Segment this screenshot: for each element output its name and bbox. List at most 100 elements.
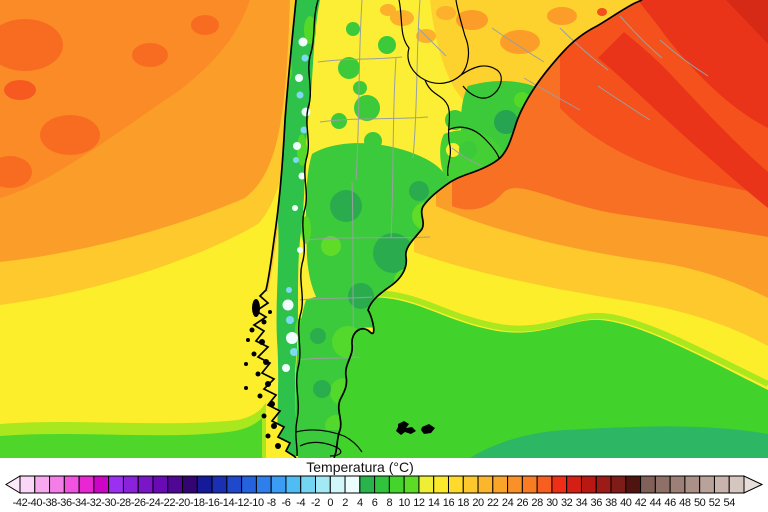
northwest-argentina-green-patches-shape [331,113,347,129]
islands [244,299,435,449]
brazil-red-spots-shape [597,8,607,16]
uruguay-brazil-border [447,126,500,159]
chilean-fjord-islands-shape [246,338,250,342]
colorbar-cell [152,475,169,494]
green-cold-spot [313,380,331,398]
chilean-fjord-islands-shape [261,413,267,419]
andes-ice-cyan-spots-shape [293,157,299,163]
misiones-border [460,65,502,99]
colorbar-tick-label: 44 [650,497,662,509]
chilean-fjord-islands-shape [257,393,263,399]
northwest-argentina-green-patches-shape [445,110,465,130]
admin-borders-shape [412,0,421,159]
colorbar-cell [654,475,671,494]
colorbar-cell [580,475,597,494]
green-cold-spot [494,110,518,134]
paraguay-border [398,0,470,85]
atlantic-yellow-green-front [316,290,768,387]
admin-borders-shape [317,56,403,63]
pacific-hottest-blob [4,80,36,100]
colorbar-cell [34,475,51,494]
colorbar-cell [418,475,435,494]
admin-borders-shape [659,39,709,77]
colorbar-cell [167,475,184,494]
pacific-hot-blob [0,19,63,71]
green-cold-spot [330,190,362,222]
legend-panel: Temperatura (°C) -42 -40 -38 -36 -34 -32 -30 -2… [0,458,768,512]
colorbar-tick-label: 50 [694,497,706,509]
colorbar-tick-label: -22 [160,497,175,509]
colorbar-cell [285,475,302,494]
colorbar-tick-label: -4 [296,497,305,509]
atlantic-teal-green-patch [470,426,768,458]
colorbar-cell [403,475,420,494]
admin-borders-shape [319,116,429,123]
colorbar-cell [49,475,65,494]
colorbar-cell [108,475,124,494]
colorbar-tick-label: 36 [591,497,603,509]
colorbar-cell [359,475,376,494]
colorbar-cell [315,475,331,494]
pacific-hot-blob [40,115,100,155]
colorbar-tick-label: -8 [267,497,276,509]
colorbar-tick-label: 0 [327,497,333,509]
colorbar-cell [640,475,656,494]
colorbar-title: Temperatura (°C) [306,459,414,475]
colorbar-tick-label: 16 [443,497,455,509]
colorbar-tick-label: 10 [398,497,410,509]
northwest-argentina-green-patches-shape [459,141,477,159]
colorbar-cell [728,475,745,494]
chilean-fjord-islands-shape [249,327,255,333]
colorbar-cell [477,475,494,494]
colorbar-tick-label: 20 [472,497,484,509]
andes-ice-cyan-spots-shape [300,126,308,134]
admin-borders-shape [559,27,609,71]
parana-river-border [424,79,452,177]
northwest-argentina-green-patches-shape [353,81,367,95]
pacific-ocean-bands [0,0,298,458]
chile-argentina-border [295,0,319,457]
colorbar-cell [507,475,523,494]
colorbar-cell [521,475,538,494]
brazil-red-spots [597,8,607,16]
colorbar-cell [19,475,36,494]
chilean-fjord-islands-shape [259,339,265,345]
north-argentina-orange-patches-shape [380,4,396,16]
andes-ice-cyan-spots-shape [290,348,298,356]
magellan-strait-line [295,429,363,453]
andes-ice-cyan-spots [286,54,309,356]
admin-borders-shape [355,0,363,181]
colorbar-tick-label: -20 [175,497,190,509]
andes-bright-green-streaks-shape [297,134,307,166]
colorbar-cell [536,475,553,494]
admin-borders-shape [299,296,373,301]
northwest-argentina-green-patches-shape [378,36,396,54]
colorbar-tick-label: 34 [576,497,588,509]
colorbar-tick-label: 18 [458,497,470,509]
colorbar-cell [374,475,390,494]
colorbar-cell [182,475,198,494]
colorbar-tick-label: -24 [146,497,161,509]
colorbar-tick-label: -16 [205,497,220,509]
andes-snow-spots-shape [293,142,301,150]
andes-snow-spots-shape [298,37,308,47]
colorbar-cell [492,475,509,494]
coastline [252,0,643,458]
colorbar-tick-label: 6 [372,497,378,509]
colorbar-tick-label: 24 [502,497,514,509]
colorbar-tick-label: -36 [57,497,72,509]
northwest-argentina-green-patches-shape [346,22,360,36]
atlantic-green-region [318,297,768,458]
colorbar-cell [344,475,361,494]
colorbar-cell [551,475,568,494]
green-cold-spot [310,328,326,344]
chilean-fjord-islands-shape [271,423,277,429]
colorbar-tick-label: -42 [13,497,28,509]
colorbar-tick-label: -40 [27,497,42,509]
colorbar-tick-label: 38 [605,497,617,509]
colorbar-tick-label: -32 [87,497,102,509]
colorbar-tick-label: -10 [249,497,264,509]
temperature-map-svg [0,0,768,458]
colorbar-cell [226,475,243,494]
